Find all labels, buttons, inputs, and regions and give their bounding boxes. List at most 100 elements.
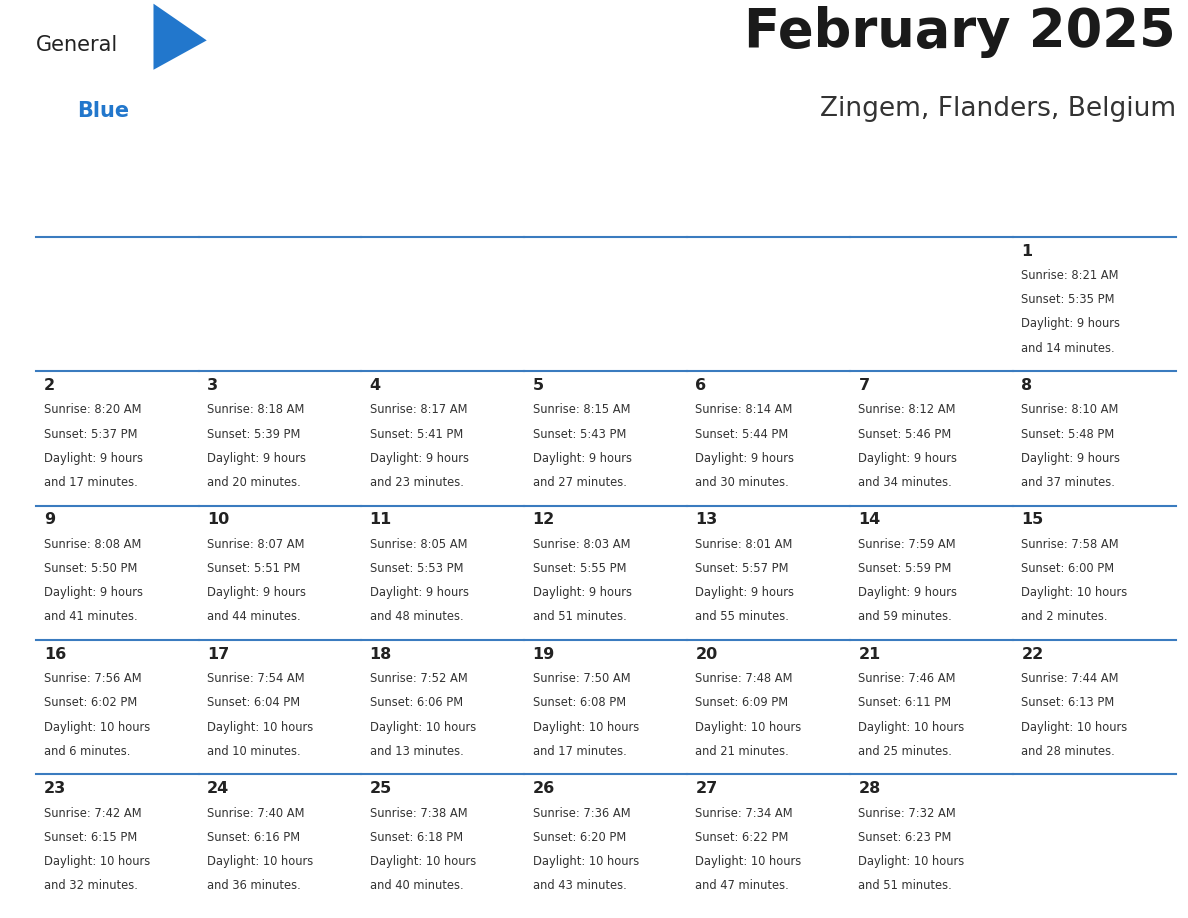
Text: Zingem, Flanders, Belgium: Zingem, Flanders, Belgium [820,96,1176,122]
Text: Daylight: 9 hours: Daylight: 9 hours [44,452,143,465]
Polygon shape [153,4,207,70]
Text: and 13 minutes.: and 13 minutes. [369,744,463,758]
Text: Sunset: 5:55 PM: Sunset: 5:55 PM [532,562,626,575]
Text: Daylight: 10 hours: Daylight: 10 hours [695,721,802,733]
Text: and 48 minutes.: and 48 minutes. [369,610,463,623]
Text: Sunrise: 7:59 AM: Sunrise: 7:59 AM [859,538,956,551]
Text: 24: 24 [207,781,229,796]
Text: Sunrise: 8:21 AM: Sunrise: 8:21 AM [1022,269,1119,282]
Text: 7: 7 [859,378,870,393]
Text: Sunday: Sunday [84,207,151,222]
Text: Sunset: 5:44 PM: Sunset: 5:44 PM [695,428,789,441]
Text: and 10 minutes.: and 10 minutes. [207,744,301,758]
Text: 27: 27 [695,781,718,796]
Text: Sunrise: 7:44 AM: Sunrise: 7:44 AM [1022,672,1119,685]
Text: Sunrise: 8:20 AM: Sunrise: 8:20 AM [44,404,141,417]
Text: Daylight: 10 hours: Daylight: 10 hours [369,721,476,733]
Text: Sunset: 5:46 PM: Sunset: 5:46 PM [859,428,952,441]
Text: Sunrise: 8:14 AM: Sunrise: 8:14 AM [695,404,792,417]
Text: 28: 28 [859,781,880,796]
Text: and 21 minutes.: and 21 minutes. [695,744,789,758]
Text: and 30 minutes.: and 30 minutes. [695,476,789,489]
Text: Daylight: 9 hours: Daylight: 9 hours [1022,318,1120,330]
Text: Sunrise: 7:38 AM: Sunrise: 7:38 AM [369,807,467,820]
Text: Sunset: 6:16 PM: Sunset: 6:16 PM [207,831,299,844]
Text: Daylight: 10 hours: Daylight: 10 hours [1022,587,1127,599]
Text: Saturday: Saturday [1054,207,1136,222]
Text: Sunrise: 7:58 AM: Sunrise: 7:58 AM [1022,538,1119,551]
Text: 1: 1 [1022,243,1032,259]
Text: General: General [36,35,118,55]
Text: Thursday: Thursday [727,207,810,222]
Text: Blue: Blue [77,101,129,121]
Text: Daylight: 10 hours: Daylight: 10 hours [44,855,150,868]
Text: Daylight: 10 hours: Daylight: 10 hours [532,855,639,868]
Text: and 23 minutes.: and 23 minutes. [369,476,463,489]
Text: Daylight: 9 hours: Daylight: 9 hours [695,587,795,599]
Text: Daylight: 10 hours: Daylight: 10 hours [1022,721,1127,733]
Text: Daylight: 10 hours: Daylight: 10 hours [859,855,965,868]
Text: Daylight: 10 hours: Daylight: 10 hours [532,721,639,733]
Text: Daylight: 9 hours: Daylight: 9 hours [859,452,958,465]
Text: 23: 23 [44,781,67,796]
Text: 25: 25 [369,781,392,796]
Text: Sunset: 6:00 PM: Sunset: 6:00 PM [1022,562,1114,575]
Text: and 34 minutes.: and 34 minutes. [859,476,952,489]
Text: and 51 minutes.: and 51 minutes. [532,610,626,623]
Text: Daylight: 10 hours: Daylight: 10 hours [44,721,150,733]
Text: 21: 21 [859,647,880,662]
Text: and 2 minutes.: and 2 minutes. [1022,610,1108,623]
Text: and 27 minutes.: and 27 minutes. [532,476,626,489]
Text: Sunset: 5:51 PM: Sunset: 5:51 PM [207,562,301,575]
Text: Sunset: 5:37 PM: Sunset: 5:37 PM [44,428,138,441]
Text: Sunset: 5:41 PM: Sunset: 5:41 PM [369,428,463,441]
Text: Sunset: 5:57 PM: Sunset: 5:57 PM [695,562,789,575]
Text: Daylight: 9 hours: Daylight: 9 hours [369,452,468,465]
Text: Sunset: 6:04 PM: Sunset: 6:04 PM [207,697,299,710]
Text: Sunrise: 7:40 AM: Sunrise: 7:40 AM [207,807,304,820]
Text: Daylight: 9 hours: Daylight: 9 hours [1022,452,1120,465]
Text: Sunrise: 8:17 AM: Sunrise: 8:17 AM [369,404,467,417]
Text: Daylight: 10 hours: Daylight: 10 hours [695,855,802,868]
Text: and 44 minutes.: and 44 minutes. [207,610,301,623]
Text: Sunset: 6:09 PM: Sunset: 6:09 PM [695,697,789,710]
Text: Wednesday: Wednesday [554,207,658,222]
Text: 17: 17 [207,647,229,662]
Text: Sunrise: 8:18 AM: Sunrise: 8:18 AM [207,404,304,417]
Text: Sunrise: 7:50 AM: Sunrise: 7:50 AM [532,672,630,685]
Text: Sunset: 5:50 PM: Sunset: 5:50 PM [44,562,137,575]
Text: Sunset: 6:08 PM: Sunset: 6:08 PM [532,697,626,710]
Text: Sunrise: 7:42 AM: Sunrise: 7:42 AM [44,807,141,820]
Text: Sunrise: 8:07 AM: Sunrise: 8:07 AM [207,538,304,551]
Text: and 32 minutes.: and 32 minutes. [44,879,138,892]
Text: 6: 6 [695,378,707,393]
Text: Daylight: 9 hours: Daylight: 9 hours [44,587,143,599]
Text: 9: 9 [44,512,55,527]
Text: 20: 20 [695,647,718,662]
Text: and 17 minutes.: and 17 minutes. [44,476,138,489]
Text: 13: 13 [695,512,718,527]
Text: and 59 minutes.: and 59 minutes. [859,610,952,623]
Text: 19: 19 [532,647,555,662]
Text: Sunrise: 8:03 AM: Sunrise: 8:03 AM [532,538,630,551]
Text: and 40 minutes.: and 40 minutes. [369,879,463,892]
Text: Sunrise: 8:08 AM: Sunrise: 8:08 AM [44,538,141,551]
Text: and 47 minutes.: and 47 minutes. [695,879,789,892]
Text: Sunrise: 7:48 AM: Sunrise: 7:48 AM [695,672,792,685]
Text: Sunrise: 7:52 AM: Sunrise: 7:52 AM [369,672,467,685]
Text: Sunset: 5:59 PM: Sunset: 5:59 PM [859,562,952,575]
Text: Sunset: 5:53 PM: Sunset: 5:53 PM [369,562,463,575]
Text: Sunset: 6:15 PM: Sunset: 6:15 PM [44,831,137,844]
Text: 16: 16 [44,647,67,662]
Text: 8: 8 [1022,378,1032,393]
Text: and 51 minutes.: and 51 minutes. [859,879,952,892]
Text: 14: 14 [859,512,880,527]
Text: Sunset: 6:23 PM: Sunset: 6:23 PM [859,831,952,844]
Text: Tuesday: Tuesday [406,207,480,222]
Text: 4: 4 [369,378,381,393]
Text: Sunrise: 8:15 AM: Sunrise: 8:15 AM [532,404,630,417]
Text: 15: 15 [1022,512,1043,527]
Text: Friday: Friday [904,207,960,222]
Text: Sunset: 6:18 PM: Sunset: 6:18 PM [369,831,463,844]
Text: Sunrise: 7:46 AM: Sunrise: 7:46 AM [859,672,956,685]
